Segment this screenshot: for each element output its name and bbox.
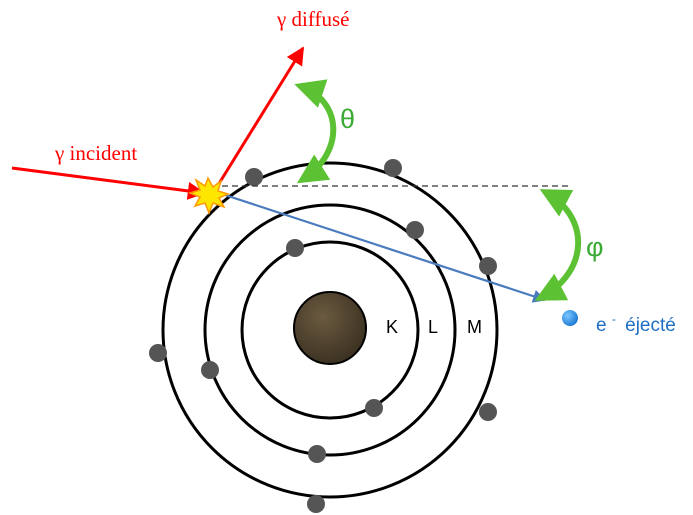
electron-icon [479,403,497,421]
gamma-incident-label: γ incident [54,141,137,165]
collision-flash-icon [187,176,231,216]
electron-icon [286,239,304,257]
ejected-electron-icon [562,310,578,326]
electron-icon [149,344,167,362]
gamma-scattered-label: γ diffusé [276,7,349,31]
electron-icon [479,257,497,275]
electron-icon [201,361,219,379]
shell-m-label: M [467,317,482,337]
electron-charge: - [612,312,616,326]
theta-angle-arrow [294,79,337,184]
phi-label: φ [586,232,604,262]
shell-l-label: L [428,317,438,337]
incident-photon-arrow [11,166,206,200]
theta-label: θ [340,104,355,134]
shell-k-label: K [386,317,398,337]
electron-icon [307,495,325,513]
nucleus-icon [293,291,367,365]
scattered-photon-arrow [213,46,305,191]
phi-angle-arrow [534,189,582,301]
orbit-k [240,240,420,420]
electron-icon [245,168,263,186]
ejected-electron-arrow [221,192,547,303]
ejected-electron-label: e - éjecté [596,307,676,336]
electron-symbol: e [596,315,607,336]
electron-ejected-word: éjecté [625,315,676,336]
orbit-l [203,203,457,457]
orbital-electrons [149,159,497,513]
electron-icon [384,159,402,177]
electron-icon [406,221,424,239]
electron-icon [365,399,383,417]
electron-icon [308,445,326,463]
